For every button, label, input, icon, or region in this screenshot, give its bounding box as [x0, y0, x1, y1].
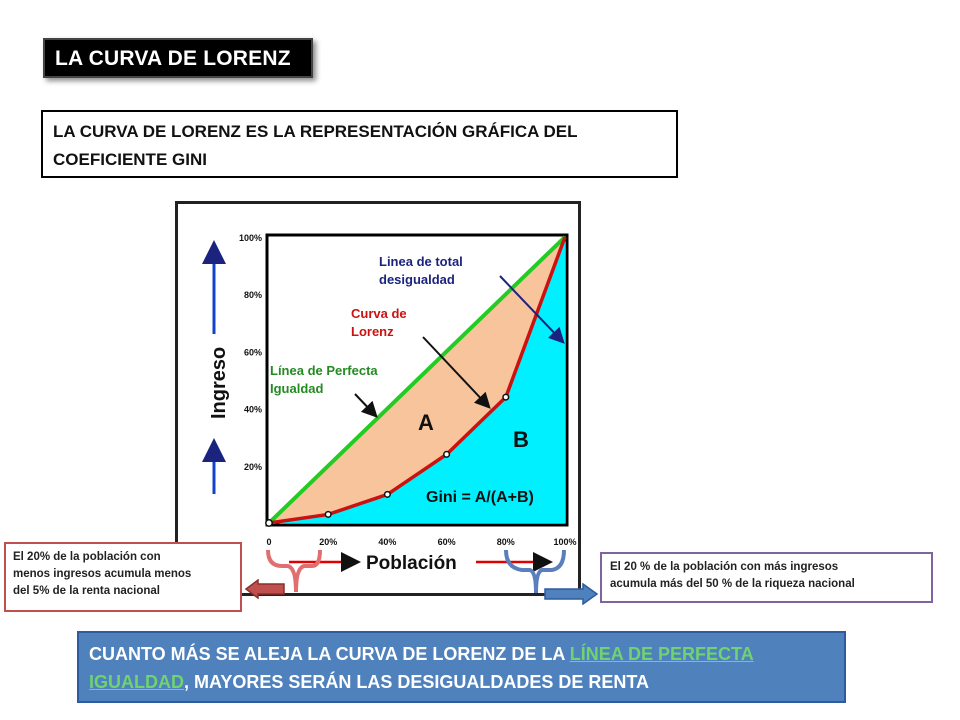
equality-line-pointer	[354, 393, 378, 418]
y-tick-label: 20%	[244, 462, 262, 472]
y-axis-title: Ingreso	[208, 347, 230, 419]
y-tick-label: 40%	[244, 405, 262, 415]
y-tick-label: 60%	[244, 347, 262, 357]
bracket-top-20	[504, 549, 566, 593]
note-left-line-1: El 20% de la población con	[13, 551, 161, 563]
equality-line-label-1: Línea de Perfecta	[270, 363, 378, 378]
lorenz-point	[265, 519, 273, 527]
lorenz-curve-label-1: Curva de	[351, 306, 407, 321]
lorenz-point	[443, 450, 451, 458]
area-b	[269, 237, 565, 523]
conclusion-post: , MAYORES SERÁN LAS DESIGUALDADES DE REN…	[184, 672, 650, 692]
lorenz-point	[383, 490, 391, 498]
conclusion-box: CUANTO MÁS SE ALEJA LA CURVA DE LORENZ D…	[77, 631, 846, 703]
left-block-arrow-icon	[244, 579, 285, 599]
conclusion-line-1: CUANTO MÁS SE ALEJA LA CURVA DE LORENZ D…	[89, 640, 834, 668]
total-inequality-pointer	[499, 275, 565, 344]
x-tick-label: 100%	[553, 537, 576, 547]
lorenz-curve-label-2: Lorenz	[351, 324, 394, 339]
y-tick-label: 100%	[239, 233, 262, 243]
right-block-arrow-icon	[544, 583, 599, 605]
conclusion-line-2: IGUALDAD, MAYORES SERÁN LAS DESIGUALDADE…	[89, 668, 834, 696]
total-inequality-label-2: desigualdad	[379, 272, 455, 287]
lorenz-chart: 20% 40% 60% 80% 100% 0 20% 40% 60% 80% 100% A B Gi…	[175, 201, 581, 596]
x-tick-label: 80%	[497, 537, 515, 547]
note-top-20-percent: El 20 % de la población con más ingresos…	[600, 552, 933, 603]
x-tick-label: 0	[266, 537, 271, 547]
subtitle-box: LA CURVA DE LORENZ ES LA REPRESENTACIÓN …	[41, 110, 678, 178]
y-tick-label: 80%	[244, 290, 262, 300]
bracket-bottom-20	[266, 549, 322, 593]
note-right-line-2: acumula más del 50 % de la riqueza nacio…	[610, 578, 855, 590]
note-left-line-2: menos ingresos acumula menos	[13, 568, 192, 580]
equality-line-label-2: Igualdad	[270, 381, 324, 396]
area-b-label: B	[513, 427, 529, 452]
x-tick-label: 60%	[438, 537, 456, 547]
equality-line-link-2[interactable]: IGUALDAD	[89, 672, 184, 692]
x-axis-title: Población	[366, 553, 457, 574]
lorenz-point	[502, 393, 510, 401]
equality-line-link[interactable]: LÍNEA DE PERFECTA	[569, 644, 754, 664]
slide-title: LA CURVA DE LORENZ	[43, 38, 313, 78]
subtitle-line-1: LA CURVA DE LORENZ ES LA REPRESENTACIÓN …	[53, 122, 578, 141]
conclusion-pre: CUANTO MÁS SE ALEJA LA CURVA DE LORENZ D…	[89, 644, 570, 664]
total-inequality-label-1: Linea de total	[379, 254, 463, 269]
lorenz-point	[324, 510, 332, 518]
subtitle-line-2: COEFICIENTE GINI	[53, 150, 207, 169]
area-a-label: A	[418, 410, 434, 435]
plot-border	[265, 233, 569, 527]
note-left-line-3: del 5% de la renta nacional	[13, 585, 160, 597]
note-right-line-1: El 20 % de la población con más ingresos	[610, 561, 839, 573]
note-bottom-20-percent: El 20% de la población con menos ingreso…	[4, 542, 242, 612]
x-tick-label: 40%	[378, 537, 396, 547]
gini-formula: Gini = A/(A+B)	[426, 489, 534, 506]
perfect-equality-line	[267, 235, 567, 525]
slide-title-text: LA CURVA DE LORENZ	[55, 47, 291, 70]
lorenz-curve-line	[268, 236, 567, 525]
lorenz-curve-pointer	[422, 336, 491, 409]
lorenz-chart-svg: 20% 40% 60% 80% 100% 0 20% 40% 60% 80% 100% A B Gi…	[202, 233, 577, 593]
x-tick-label: 20%	[319, 537, 337, 547]
